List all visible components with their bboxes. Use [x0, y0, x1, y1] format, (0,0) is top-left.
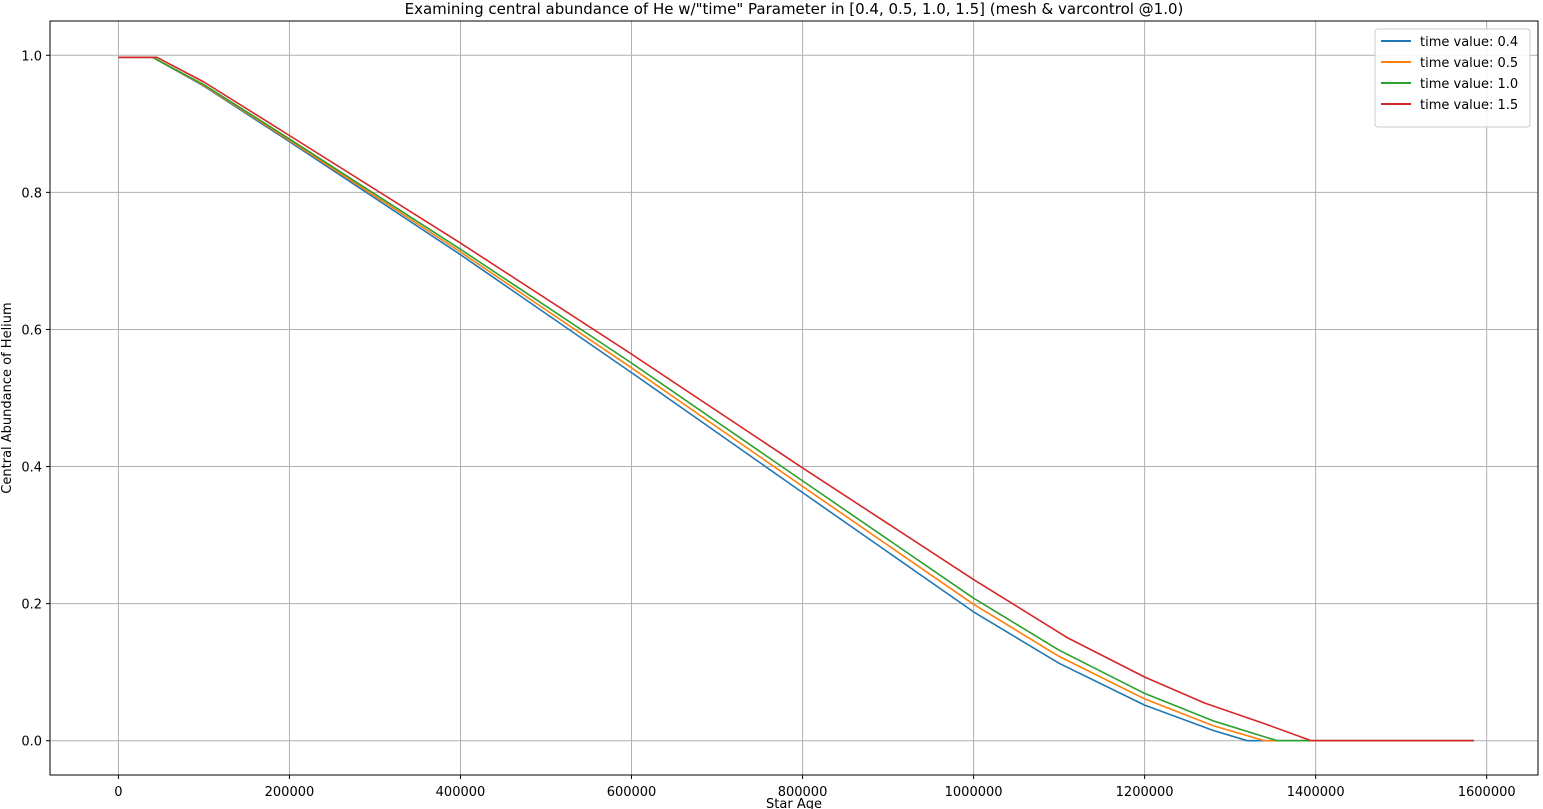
series-lines: [118, 56, 1474, 742]
y-tick-label: 0.4: [21, 461, 42, 476]
plot-area: [50, 21, 1538, 775]
axis-ticks: 0 200000 400000 600000 800000 1000000 1200000 1…: [21, 49, 1515, 800]
y-tick-label: 0.8: [21, 186, 42, 201]
legend-label-0: time value: 0.4: [1420, 35, 1518, 50]
series-line-3: [118, 56, 1474, 742]
y-tick-label: 0.0: [21, 735, 42, 750]
x-tick-label: 1200000: [1116, 785, 1174, 800]
x-axis-label: Star Age: [766, 797, 822, 809]
y-axis-label: Central Abundance of Helium: [0, 302, 15, 493]
y-tick-label: 0.2: [21, 598, 42, 613]
x-tick-label: 400000: [436, 785, 486, 800]
y-tick-label: 0.6: [21, 323, 42, 338]
x-tick-label: 1600000: [1458, 785, 1516, 800]
x-tick-label: 1000000: [945, 785, 1003, 800]
legend-label-1: time value: 0.5: [1420, 56, 1518, 71]
legend-label-3: time value: 1.5: [1420, 98, 1518, 113]
series-line-2: [118, 56, 1474, 742]
y-tick-label: 1.0: [21, 49, 42, 64]
chart-title: Examining central abundance of He w/"tim…: [405, 0, 1184, 18]
x-tick-label: 0: [114, 785, 122, 800]
x-tick-label: 200000: [265, 785, 315, 800]
x-tick-label: 1400000: [1287, 785, 1345, 800]
legend-box: [1374, 28, 1531, 128]
legend: time value: 0.4 time value: 0.5 time value…: [1374, 28, 1531, 128]
plot-border: [49, 20, 1539, 776]
x-tick-label: 800000: [778, 785, 828, 800]
x-tick-label: 600000: [607, 785, 657, 800]
legend-label-2: time value: 1.0: [1420, 77, 1518, 92]
